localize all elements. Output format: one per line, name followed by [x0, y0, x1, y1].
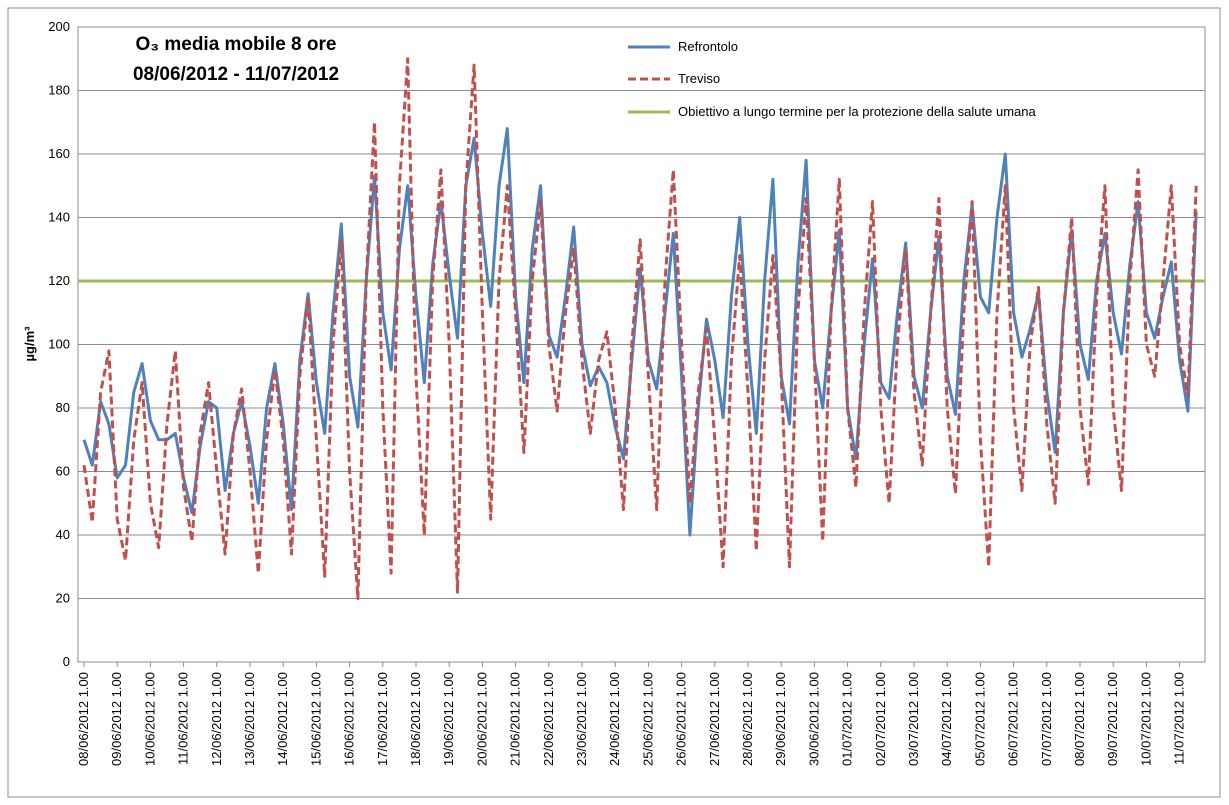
- data-line: [82, 57, 1198, 600]
- y-axis-label: µg/m³: [22, 326, 37, 362]
- y-tick-label: 40: [56, 527, 70, 542]
- x-tick-label: 26/06/2012 1.00: [674, 672, 689, 766]
- x-tick-label: 24/06/2012 1.00: [607, 672, 622, 766]
- x-tick-label: 02/07/2012 1.00: [873, 672, 888, 766]
- x-tick-label: 13/06/2012 1.00: [242, 672, 257, 766]
- x-tick-label: 19/06/2012 1.00: [441, 672, 456, 766]
- y-tick-label: 180: [48, 83, 70, 98]
- x-tick-label: 10/07/2012 1.00: [1138, 672, 1153, 766]
- x-tick-label: 09/06/2012 1.00: [109, 672, 124, 766]
- legend-label: Obiettivo a lungo termine per la protezi…: [678, 104, 1036, 119]
- data-line: [82, 127, 1198, 537]
- x-tick-label: 20/06/2012 1.00: [474, 672, 489, 766]
- x-tick-label: 22/06/2012 1.00: [541, 672, 556, 766]
- x-tick-label: 21/06/2012 1.00: [508, 672, 523, 766]
- x-tick-label: 04/07/2012 1.00: [939, 672, 954, 766]
- x-tick-label: 27/06/2012 1.00: [707, 672, 722, 766]
- x-tick-label: 10/06/2012 1.00: [142, 672, 157, 766]
- legend-label: Treviso: [678, 71, 720, 86]
- x-tick-label: 11/06/2012 1.00: [176, 672, 191, 765]
- chart-title: O₃ media mobile 8 ore: [136, 34, 337, 55]
- x-tick-label: 01/07/2012 1.00: [840, 672, 855, 766]
- x-tick-label: 28/06/2012 1.00: [740, 672, 755, 766]
- x-tick-label: 18/06/2012 1.00: [408, 672, 423, 766]
- x-tick-label: 17/06/2012 1.00: [375, 672, 390, 766]
- y-tick-label: 20: [56, 591, 70, 606]
- x-tick-label: 05/07/2012 1.00: [972, 672, 987, 766]
- legend-label: Refrontolo: [678, 39, 738, 54]
- x-tick-label: 23/06/2012 1.00: [574, 672, 589, 766]
- y-tick-label: 200: [48, 19, 70, 34]
- y-tick-label: 160: [48, 146, 70, 161]
- x-tick-label: 30/06/2012 1.00: [806, 672, 821, 766]
- x-tick-label: 07/07/2012 1.00: [1039, 672, 1054, 766]
- y-tick-label: 0: [63, 654, 70, 669]
- x-tick-label: 29/06/2012 1.00: [773, 672, 788, 766]
- x-tick-label: 16/06/2012 1.00: [342, 672, 357, 766]
- y-tick-label: 60: [56, 464, 70, 479]
- x-tick-label: 08/06/2012 1.00: [76, 672, 91, 766]
- x-tick-label: 06/07/2012 1.00: [1006, 672, 1021, 766]
- x-tick-label: 14/06/2012 1.00: [275, 672, 290, 766]
- x-tick-label: 12/06/2012 1.00: [209, 672, 224, 766]
- x-tick-label: 25/06/2012 1.00: [640, 672, 655, 766]
- x-tick-label: 15/06/2012 1.00: [308, 672, 323, 766]
- y-tick-label: 80: [56, 400, 70, 415]
- x-tick-label: 03/07/2012 1.00: [906, 672, 921, 766]
- x-tick-label: 08/07/2012 1.00: [1072, 672, 1087, 766]
- y-tick-label: 120: [48, 273, 70, 288]
- chart-subtitle: 08/06/2012 - 11/07/2012: [133, 64, 339, 85]
- y-tick-label: 100: [48, 337, 70, 352]
- x-tick-label: 11/07/2012 1.00: [1172, 672, 1187, 765]
- y-tick-label: 140: [48, 210, 70, 225]
- x-tick-label: 09/07/2012 1.00: [1105, 672, 1120, 766]
